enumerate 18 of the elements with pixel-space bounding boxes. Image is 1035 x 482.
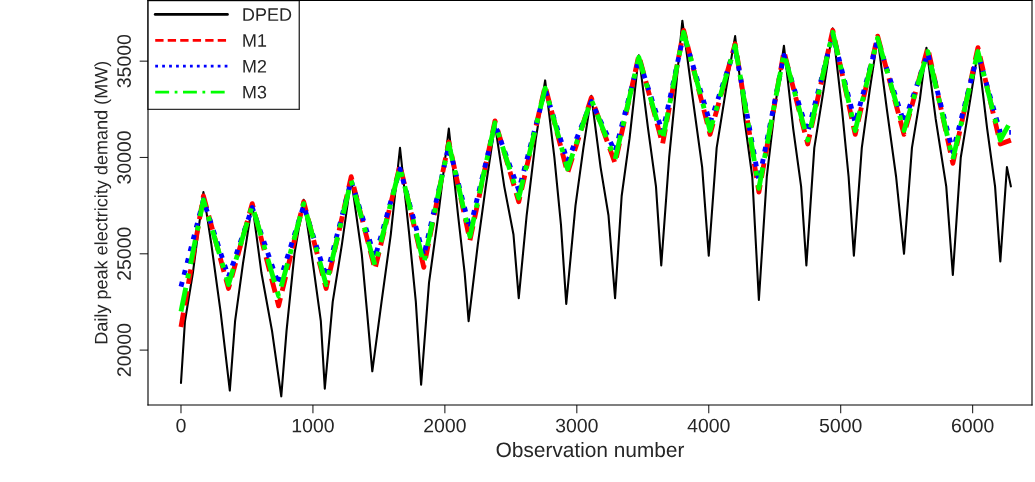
- y-tick-label: 20000: [117, 323, 131, 377]
- x-tick-label: 0: [176, 418, 186, 433]
- legend-label: M3: [243, 85, 267, 99]
- legend-label: M2: [243, 59, 267, 73]
- x-tick-label: 6000: [951, 418, 994, 433]
- x-tick-label: 2000: [424, 418, 466, 433]
- x-tick-label: 4000: [687, 418, 730, 433]
- y-tick-label: 25000: [117, 227, 131, 280]
- y-tick-label: 30000: [117, 131, 131, 184]
- y-tick-label: 35000: [117, 34, 131, 88]
- x-axis-title: Observation number: [496, 441, 685, 458]
- x-tick-label: 3000: [555, 418, 598, 433]
- line-series: [179, 19, 1012, 398]
- legend-label: DPED: [243, 8, 292, 21]
- x-tick-label: 1000: [292, 418, 334, 433]
- x-tick-label: 5000: [819, 418, 862, 433]
- legend-label: M1: [243, 34, 267, 47]
- y-axis-title: Daily peak electricity demand (MW): [94, 61, 112, 344]
